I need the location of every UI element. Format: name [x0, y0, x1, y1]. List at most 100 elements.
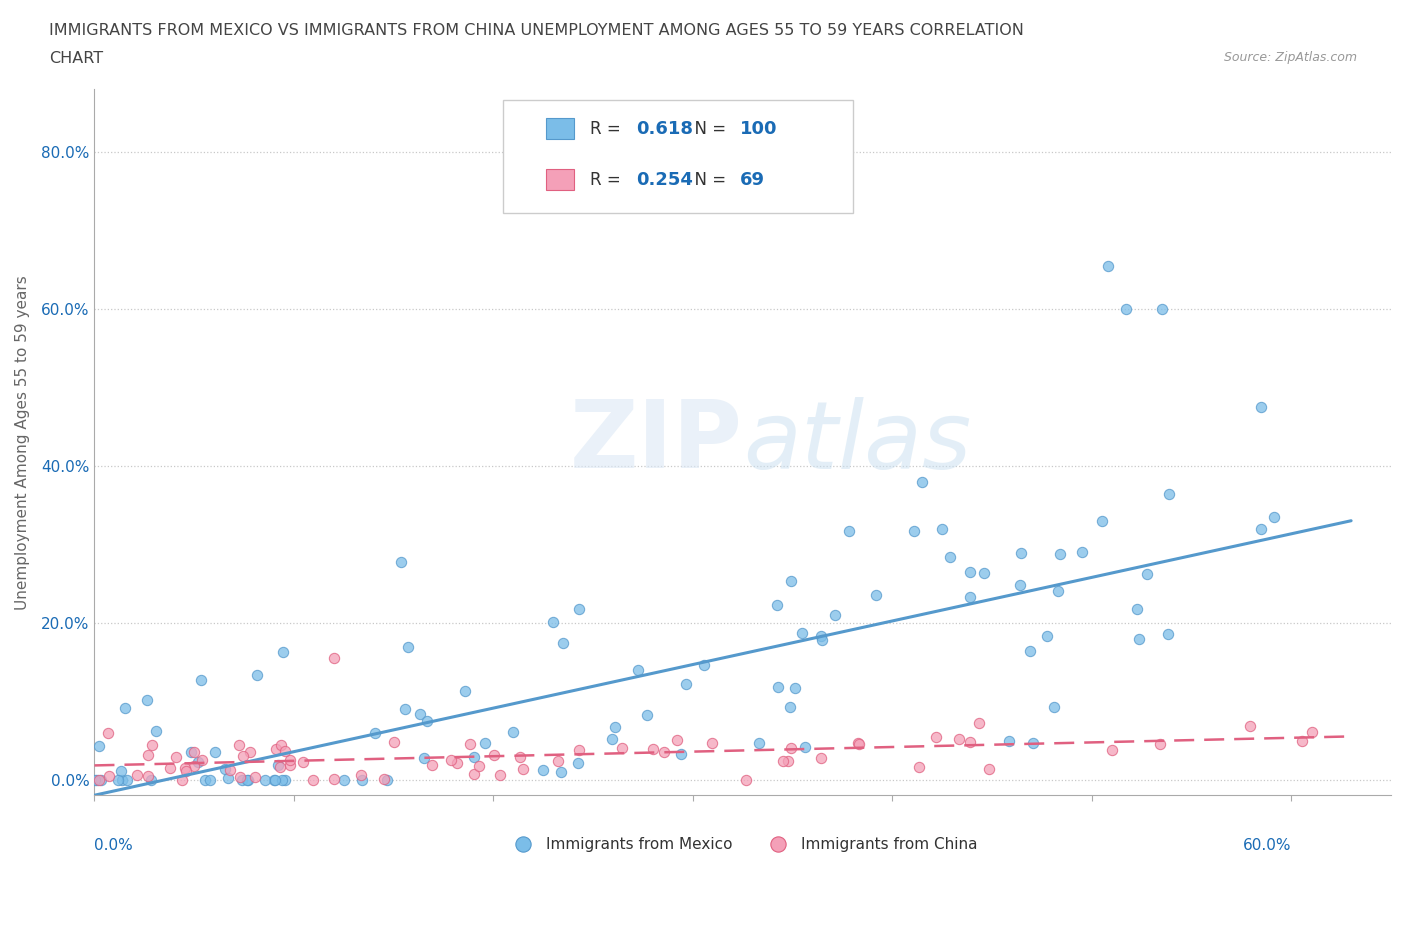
Text: 60.0%: 60.0% — [1243, 838, 1291, 854]
Point — [939, 550, 962, 565]
Point — [568, 601, 591, 616]
Point — [396, 640, 419, 655]
Point — [903, 524, 925, 538]
Point — [1250, 400, 1272, 415]
Point — [267, 757, 290, 772]
Point — [848, 736, 870, 751]
Point — [170, 772, 193, 787]
Text: Source: ZipAtlas.com: Source: ZipAtlas.com — [1223, 51, 1357, 64]
Text: N =: N = — [685, 170, 731, 189]
Point — [90, 772, 112, 787]
Point — [191, 752, 214, 767]
Point — [364, 725, 387, 740]
Point — [810, 751, 832, 765]
Point — [931, 521, 953, 536]
Point — [97, 769, 120, 784]
Point — [271, 645, 294, 660]
Point — [1250, 522, 1272, 537]
Point — [794, 739, 817, 754]
Point — [263, 772, 285, 787]
Text: 0.0%: 0.0% — [94, 838, 134, 854]
Point — [270, 737, 292, 752]
FancyBboxPatch shape — [503, 100, 853, 213]
Point — [183, 745, 205, 760]
Point — [86, 772, 108, 787]
Point — [165, 750, 187, 764]
Point — [84, 772, 107, 787]
Point — [1101, 742, 1123, 757]
Point — [1097, 259, 1119, 273]
Point — [246, 668, 269, 683]
Point — [217, 770, 239, 785]
Point — [911, 474, 934, 489]
Point — [568, 743, 591, 758]
Point — [115, 772, 138, 787]
Point — [180, 745, 202, 760]
Point — [204, 745, 226, 760]
Point — [1070, 545, 1092, 560]
Point — [1159, 486, 1181, 501]
Point — [748, 736, 770, 751]
Point — [194, 772, 217, 787]
Point — [1136, 566, 1159, 581]
Point — [550, 764, 572, 779]
Point — [512, 762, 534, 777]
Point — [1008, 578, 1031, 592]
Text: R =: R = — [589, 170, 626, 189]
Text: N =: N = — [685, 120, 731, 138]
Point — [1149, 737, 1171, 751]
Point — [1010, 546, 1032, 561]
Point — [1125, 602, 1147, 617]
Text: 0.618: 0.618 — [637, 120, 693, 138]
Point — [228, 737, 250, 752]
Point — [666, 733, 689, 748]
Point — [125, 767, 148, 782]
Point — [176, 764, 198, 778]
Point — [110, 764, 132, 778]
Point — [810, 629, 832, 644]
Point — [509, 750, 531, 764]
Point — [322, 651, 344, 666]
Point — [253, 772, 276, 787]
Point — [89, 772, 111, 787]
Point — [269, 760, 291, 775]
Point — [467, 758, 489, 773]
Point — [551, 635, 574, 650]
Point — [409, 707, 432, 722]
Point — [274, 772, 297, 787]
Point — [772, 754, 794, 769]
Point — [373, 772, 395, 787]
Point — [190, 672, 212, 687]
Point — [959, 735, 981, 750]
Text: IMMIGRANTS FROM MEXICO VS IMMIGRANTS FROM CHINA UNEMPLOYMENT AMONG AGES 55 TO 59: IMMIGRANTS FROM MEXICO VS IMMIGRANTS FRO… — [49, 23, 1024, 38]
Point — [1263, 510, 1285, 525]
Point — [766, 598, 789, 613]
Point — [973, 565, 995, 580]
Legend: Immigrants from Mexico, Immigrants from China: Immigrants from Mexico, Immigrants from … — [502, 830, 984, 858]
Point — [502, 724, 524, 739]
Point — [243, 770, 266, 785]
Point — [87, 739, 110, 754]
Point — [610, 740, 633, 755]
Point — [779, 700, 801, 715]
Point — [652, 744, 675, 759]
Point — [1043, 699, 1066, 714]
Point — [865, 588, 887, 603]
Point — [838, 524, 860, 538]
Point — [790, 626, 813, 641]
Point — [229, 770, 252, 785]
Point — [416, 713, 439, 728]
Point — [136, 748, 159, 763]
Point — [114, 700, 136, 715]
Point — [145, 724, 167, 738]
Point — [446, 756, 468, 771]
FancyBboxPatch shape — [546, 118, 574, 139]
Point — [159, 761, 181, 776]
Point — [969, 715, 991, 730]
Point — [239, 744, 262, 759]
Point — [1301, 724, 1323, 739]
Point — [375, 772, 398, 787]
Point — [350, 767, 373, 782]
Point — [232, 749, 254, 764]
Point — [848, 737, 870, 751]
